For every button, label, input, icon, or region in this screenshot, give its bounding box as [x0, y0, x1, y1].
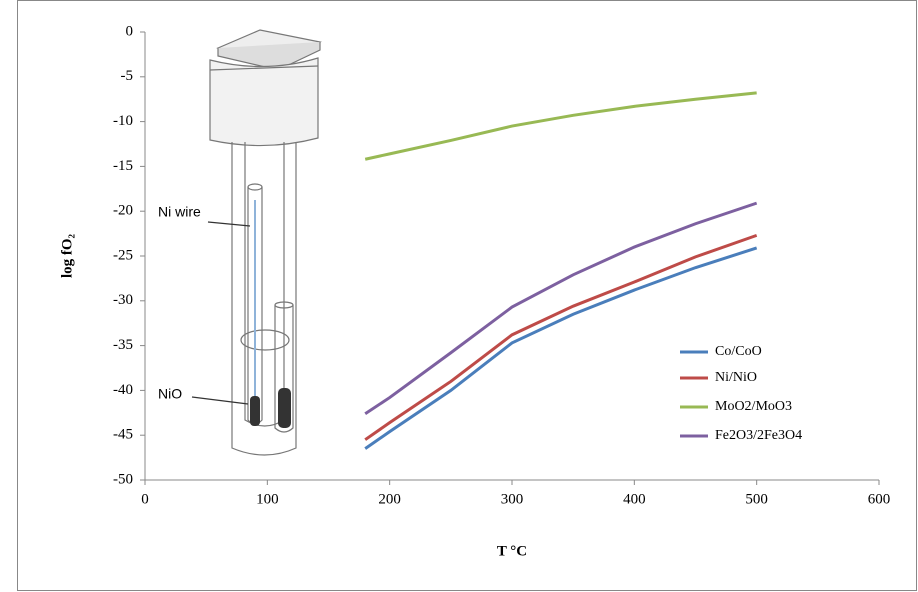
legend-label: MoO2/MoO3 — [715, 399, 792, 414]
series-line — [364, 201, 758, 415]
chart-frame — [17, 0, 917, 591]
y-tick-label: -10 — [113, 113, 133, 129]
series-line — [364, 233, 758, 441]
x-tick-label: 500 — [745, 491, 768, 507]
y-tick-label: 0 — [126, 23, 134, 39]
legend-label: Co/CoO — [715, 344, 762, 359]
series-line — [364, 91, 757, 161]
y-tick-label: -35 — [113, 337, 133, 353]
x-tick-label: 200 — [378, 491, 401, 507]
y-tick-label: -15 — [113, 158, 133, 174]
legend-label: Fe2O3/2Fe3O4 — [715, 428, 802, 443]
y-axis-label: log fO₂ — [59, 233, 75, 278]
x-tick-label: 600 — [868, 491, 891, 507]
series-line — [364, 246, 758, 450]
y-tick-label: -40 — [113, 382, 133, 398]
y-tick-label: -25 — [113, 247, 133, 263]
y-tick-label: -50 — [113, 471, 133, 487]
y-tick-label: -5 — [121, 68, 134, 84]
x-tick-label: 0 — [141, 491, 149, 507]
x-axis-label: T °C — [497, 543, 527, 559]
x-tick-label: 300 — [501, 491, 524, 507]
cell-illustration — [191, 29, 322, 456]
x-tick-label: 400 — [623, 491, 646, 507]
x-tick-label: 100 — [256, 491, 279, 507]
annotation: Ni wire — [158, 204, 201, 220]
y-tick-label: -30 — [113, 292, 133, 308]
y-tick-label: -45 — [113, 427, 133, 443]
y-tick-label: -20 — [113, 203, 133, 219]
legend-label: Ni/NiO — [715, 370, 757, 385]
annotation: NiO — [158, 386, 182, 402]
